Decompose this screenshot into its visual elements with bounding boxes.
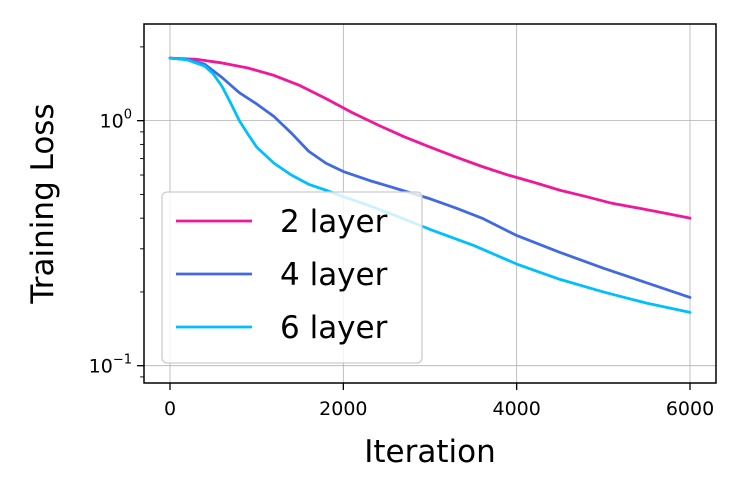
legend-label: 6 layer bbox=[280, 310, 388, 346]
y-tick-base: 10 bbox=[100, 111, 124, 133]
legend: 2 layer 4 layer 6 layer bbox=[161, 191, 423, 364]
y-tick-base: 10 bbox=[89, 356, 113, 378]
legend-box bbox=[161, 191, 423, 364]
series-lines bbox=[168, 56, 692, 314]
legend-label: 4 layer bbox=[280, 257, 388, 293]
x-tick-label: 2000 bbox=[319, 398, 367, 420]
y-tick-exponent: −1 bbox=[113, 353, 132, 368]
series-line-2 bbox=[168, 56, 692, 299]
x-axis-title: Iteration bbox=[364, 434, 496, 470]
x-tick-label: 6000 bbox=[666, 398, 714, 420]
y-tick-label: 100 bbox=[100, 108, 132, 133]
x-tick-label: 4000 bbox=[492, 398, 540, 420]
series-line-3 bbox=[168, 56, 692, 314]
y-tick-exponent: 0 bbox=[124, 108, 132, 123]
y-axis-title: Training Loss bbox=[25, 103, 61, 304]
y-tick-label: 10−1 bbox=[89, 353, 132, 378]
series-line-1 bbox=[168, 56, 692, 220]
plot-frame bbox=[143, 23, 717, 384]
x-tick-label: 0 bbox=[164, 398, 176, 420]
legend-label: 2 layer bbox=[280, 204, 388, 240]
